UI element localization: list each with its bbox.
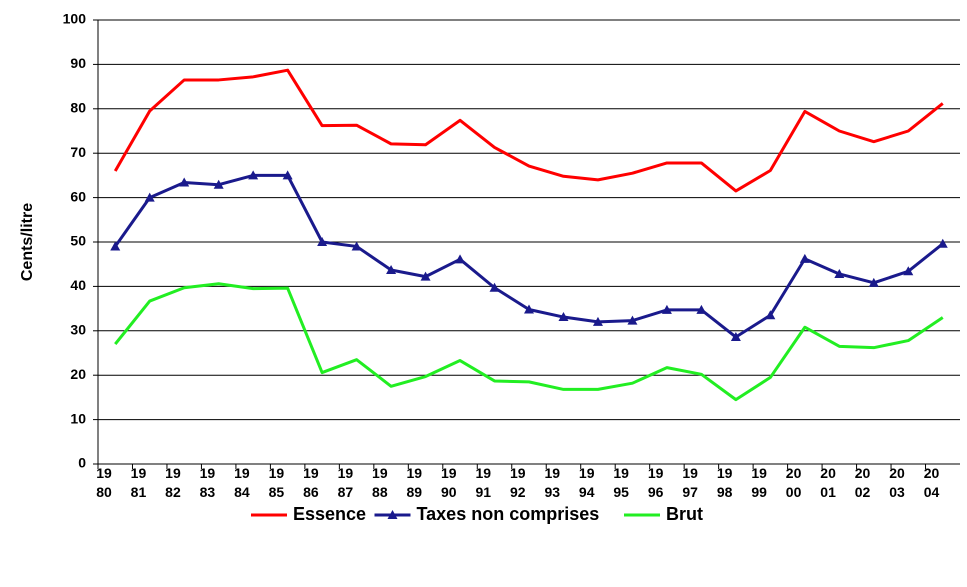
point-marker xyxy=(696,304,707,314)
point-marker xyxy=(558,312,569,322)
x-tick-label: 1988 xyxy=(372,465,388,500)
y-tick-label: 60 xyxy=(70,188,86,204)
point-marker xyxy=(868,277,879,287)
point-marker xyxy=(903,266,914,276)
legend-label: Essence xyxy=(293,504,366,524)
point-marker xyxy=(282,170,293,180)
x-tick-label: 1985 xyxy=(268,465,285,500)
y-tick-label: 80 xyxy=(70,100,86,116)
legend-marker xyxy=(387,510,398,519)
legend-label: Taxes non comprises xyxy=(417,504,600,524)
x-tick-label: 2002 xyxy=(854,465,871,500)
point-marker xyxy=(765,310,776,320)
y-tick-label: 50 xyxy=(70,233,86,249)
point-marker xyxy=(110,241,121,251)
x-tick-label: 1990 xyxy=(441,465,457,500)
series-line xyxy=(114,282,944,402)
x-tick-label: 1984 xyxy=(234,465,250,500)
point-marker xyxy=(420,271,431,281)
point-marker xyxy=(386,264,397,274)
point-marker xyxy=(730,332,741,342)
y-tick-label: 40 xyxy=(70,277,86,293)
point-marker xyxy=(627,315,638,325)
point-marker xyxy=(248,170,259,180)
y-tick-label: 100 xyxy=(63,11,87,27)
x-tick-label: 2000 xyxy=(785,465,802,500)
y-tick-label: 30 xyxy=(70,322,86,338)
x-tick-label: 1989 xyxy=(406,465,423,500)
x-tick-label: 1997 xyxy=(682,465,698,500)
y-tick-label: 10 xyxy=(70,410,86,426)
y-tick-label: 90 xyxy=(70,55,86,71)
x-tick-label: 1991 xyxy=(475,465,492,500)
x-tick-label: 1980 xyxy=(96,465,112,500)
x-tick-label: 1999 xyxy=(751,465,767,500)
x-tick-label: 2001 xyxy=(820,465,836,500)
point-marker xyxy=(937,238,948,248)
point-marker xyxy=(799,253,810,263)
x-tick-label: 1995 xyxy=(613,465,629,500)
point-marker xyxy=(213,179,224,189)
y-tick-label: 0 xyxy=(78,455,86,471)
series-line xyxy=(113,68,944,193)
y-tick-label: 20 xyxy=(70,366,86,382)
point-marker xyxy=(592,316,603,326)
point-marker xyxy=(834,268,845,278)
point-marker xyxy=(455,254,466,264)
point-marker xyxy=(144,192,155,202)
y-axis-label: Cents/litre xyxy=(19,203,36,281)
x-tick-label: 1993 xyxy=(544,465,561,500)
x-tick-label: 1986 xyxy=(303,465,319,500)
y-tick-label: 70 xyxy=(70,144,86,160)
x-tick-label: 2003 xyxy=(889,465,905,500)
x-tick-label: 1994 xyxy=(578,465,595,500)
legend-label: Brut xyxy=(666,504,703,524)
x-tick-label: 1996 xyxy=(647,465,664,500)
x-tick-label: 1982 xyxy=(165,465,181,500)
point-marker xyxy=(351,241,362,251)
x-tick-label: 1987 xyxy=(337,465,354,500)
x-tick-label: 1983 xyxy=(199,465,216,500)
point-marker xyxy=(489,282,500,292)
point-marker xyxy=(524,304,534,314)
x-tick-label: 1992 xyxy=(509,465,526,500)
point-marker xyxy=(661,304,672,314)
x-tick-label: 2004 xyxy=(923,465,940,500)
point-marker xyxy=(317,237,328,246)
point-marker xyxy=(179,177,190,187)
x-tick-label: 1998 xyxy=(716,465,733,500)
x-tick-label: 1981 xyxy=(130,465,147,500)
